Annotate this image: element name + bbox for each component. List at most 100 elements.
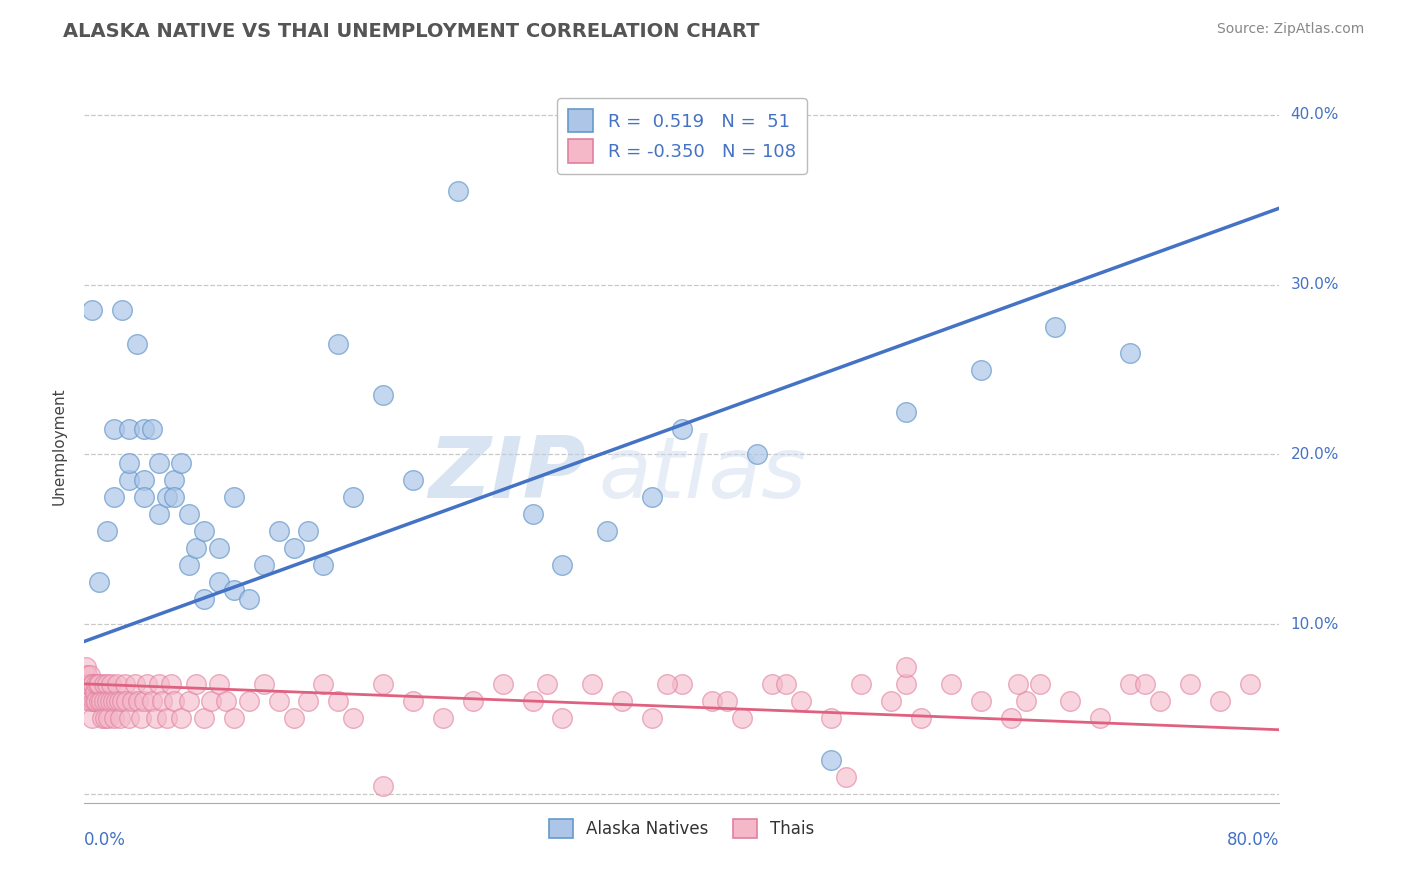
Point [222, 583, 245, 598]
Point [1119, 677, 1142, 691]
Point [90, 694, 112, 708]
Point [170, 456, 193, 470]
Point [373, 677, 395, 691]
Point [77, 694, 100, 708]
Point [267, 694, 290, 708]
Legend: Alaska Natives, Thais: Alaska Natives, Thais [543, 812, 821, 845]
Point [522, 694, 544, 708]
Text: 80.0%: 80.0% [1227, 831, 1279, 849]
Point [1045, 320, 1067, 334]
Point [253, 558, 276, 572]
Point [83, 694, 105, 708]
Point [91, 711, 114, 725]
Point [193, 591, 215, 606]
Text: ZIP: ZIP [429, 433, 586, 516]
Point [129, 711, 152, 725]
Point [110, 711, 132, 725]
Point [170, 711, 193, 725]
Point [193, 524, 215, 538]
Point [89, 574, 111, 589]
Point [97, 711, 120, 725]
Point [115, 694, 138, 708]
Point [80, 303, 103, 318]
Point [94, 711, 117, 725]
Point [148, 677, 170, 691]
Text: ALASKA NATIVE VS THAI UNEMPLOYMENT CORRELATION CHART: ALASKA NATIVE VS THAI UNEMPLOYMENT CORRE… [63, 22, 759, 41]
Point [150, 694, 173, 708]
Point [93, 677, 115, 691]
Point [93, 694, 115, 708]
Point [125, 337, 148, 351]
Point [790, 694, 813, 708]
Point [163, 490, 186, 504]
Point [86, 677, 108, 691]
Point [1178, 677, 1201, 691]
Point [328, 337, 350, 351]
Point [89, 677, 111, 691]
Text: atlas: atlas [599, 433, 806, 516]
Point [177, 558, 200, 572]
Point [96, 524, 118, 538]
Point [177, 694, 200, 708]
Text: Source: ZipAtlas.com: Source: ZipAtlas.com [1216, 22, 1364, 37]
Point [118, 711, 141, 725]
Point [342, 490, 364, 504]
Point [118, 456, 141, 470]
Point [114, 677, 136, 691]
Point [163, 473, 186, 487]
Point [596, 524, 619, 538]
Point [1209, 694, 1232, 708]
Point [103, 422, 125, 436]
Point [581, 677, 603, 691]
Point [461, 694, 484, 708]
Point [186, 677, 208, 691]
Point [132, 490, 156, 504]
Point [447, 184, 470, 198]
Point [79, 668, 101, 682]
Point [551, 711, 574, 725]
Point [970, 694, 993, 708]
Point [200, 694, 222, 708]
Point [1000, 711, 1022, 725]
Point [745, 448, 768, 462]
Point [136, 677, 159, 691]
Point [208, 677, 231, 691]
Point [238, 694, 260, 708]
Text: 10.0%: 10.0% [1291, 617, 1339, 632]
Point [163, 694, 186, 708]
Point [775, 677, 797, 691]
Point [103, 711, 125, 725]
Point [328, 694, 350, 708]
Point [655, 677, 678, 691]
Point [104, 694, 127, 708]
Point [160, 677, 183, 691]
Point [186, 541, 208, 555]
Point [86, 694, 108, 708]
Point [238, 591, 260, 606]
Text: 30.0%: 30.0% [1291, 277, 1339, 292]
Point [761, 677, 783, 691]
Point [103, 490, 125, 504]
Point [641, 490, 664, 504]
Text: 40.0%: 40.0% [1291, 107, 1339, 122]
Point [82, 694, 104, 708]
Point [132, 694, 156, 708]
Point [820, 711, 842, 725]
Point [121, 694, 143, 708]
Point [148, 456, 170, 470]
Point [1133, 677, 1156, 691]
Point [141, 694, 163, 708]
Point [551, 558, 574, 572]
Point [671, 422, 693, 436]
Point [76, 668, 98, 682]
Point [716, 694, 738, 708]
Point [89, 694, 111, 708]
Point [155, 711, 177, 725]
Point [148, 507, 170, 521]
Point [297, 524, 319, 538]
Point [522, 507, 544, 521]
Point [118, 422, 141, 436]
Point [1090, 711, 1112, 725]
Point [1007, 677, 1029, 691]
Point [132, 422, 156, 436]
